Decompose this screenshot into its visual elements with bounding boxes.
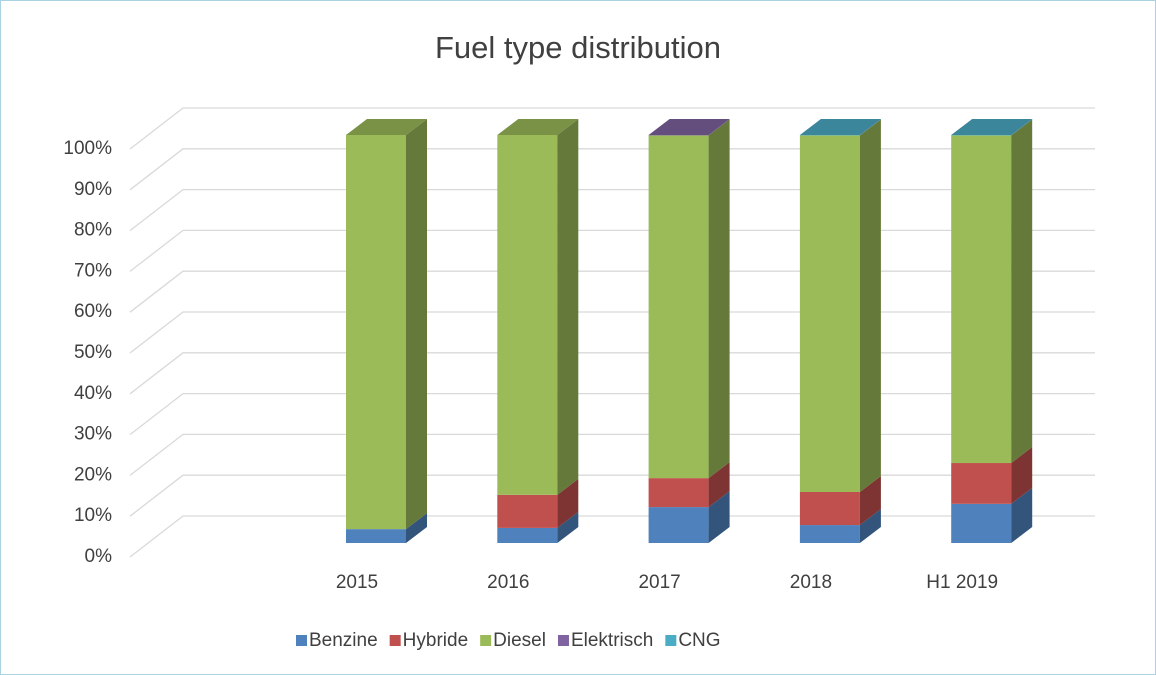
y-tick-label: 40% bbox=[74, 383, 112, 404]
legend-label: Benzine bbox=[309, 630, 378, 651]
y-tick-label: 70% bbox=[74, 260, 112, 281]
y-tick-label: 90% bbox=[74, 179, 112, 200]
bar-segment bbox=[951, 463, 1012, 504]
bar-segment bbox=[497, 135, 558, 495]
x-tick-label: H1 2019 bbox=[926, 572, 998, 593]
grid-line bbox=[129, 352, 1095, 395]
legend-label: CNG bbox=[678, 630, 720, 651]
bar-side bbox=[859, 119, 881, 493]
bar-side bbox=[859, 119, 881, 136]
x-tick-label: 2016 bbox=[487, 572, 529, 593]
bar-segment bbox=[648, 478, 709, 508]
bar-side bbox=[1011, 487, 1033, 543]
grid-line bbox=[129, 311, 1095, 354]
bar-segment bbox=[799, 492, 860, 526]
bar-segment bbox=[346, 135, 406, 530]
bar-segment bbox=[497, 494, 558, 528]
bar-segment bbox=[648, 507, 709, 543]
bar-side bbox=[708, 119, 730, 479]
chart-title: Fuel type distribution bbox=[435, 30, 721, 65]
bar-top bbox=[497, 119, 579, 135]
y-tick-label: 100% bbox=[63, 138, 112, 159]
legend-swatch bbox=[389, 635, 401, 646]
bar-side bbox=[557, 478, 579, 528]
bar-side bbox=[859, 509, 881, 543]
bar-segment bbox=[497, 527, 558, 543]
bar-segment bbox=[951, 503, 1012, 543]
bar-segment bbox=[799, 525, 860, 543]
x-tick-label: 2015 bbox=[336, 572, 378, 593]
grid-line bbox=[129, 392, 1095, 436]
bar-side bbox=[557, 511, 579, 543]
bar-segment bbox=[799, 135, 860, 492]
y-tick-label: 60% bbox=[74, 301, 112, 322]
bar-segment bbox=[951, 135, 1012, 464]
y-tick-label: 10% bbox=[74, 505, 112, 526]
bar-top bbox=[951, 119, 1033, 135]
x-tick-label: 2017 bbox=[638, 572, 680, 593]
legend-swatch bbox=[480, 635, 492, 646]
grid-line bbox=[129, 107, 1095, 150]
bar-side bbox=[708, 119, 730, 136]
legend-swatch bbox=[557, 635, 569, 646]
legend-label: Diesel bbox=[493, 630, 546, 651]
bar-side bbox=[1011, 119, 1033, 136]
bar-segment bbox=[346, 529, 406, 543]
x-tick-label: 2018 bbox=[790, 572, 832, 593]
legend-label: Hybride bbox=[403, 630, 468, 651]
legend-label: Elektrisch bbox=[571, 630, 653, 651]
grid-line bbox=[129, 474, 1095, 517]
legend-swatch bbox=[296, 635, 307, 646]
grid-line bbox=[129, 270, 1095, 313]
y-tick-label: 80% bbox=[74, 220, 112, 241]
bar-side bbox=[406, 119, 427, 530]
bar-side bbox=[859, 476, 881, 526]
bar-side bbox=[1011, 119, 1033, 464]
y-tick-label: 0% bbox=[85, 546, 113, 567]
bar-side bbox=[708, 462, 730, 508]
grid-line bbox=[129, 515, 1095, 558]
y-tick-label: 30% bbox=[74, 424, 112, 445]
bar-top bbox=[346, 119, 427, 135]
y-tick-label: 20% bbox=[74, 464, 112, 485]
grid-line bbox=[129, 148, 1095, 191]
grid-line bbox=[129, 188, 1095, 232]
bar-top bbox=[799, 119, 881, 135]
bar-side bbox=[557, 119, 579, 495]
legend-swatch bbox=[665, 635, 677, 646]
bar-side bbox=[1011, 447, 1033, 504]
bar-top bbox=[648, 119, 730, 135]
grid-line bbox=[129, 229, 1095, 272]
bar-side bbox=[406, 513, 427, 543]
grid-line bbox=[129, 433, 1095, 476]
bar-segment bbox=[648, 135, 709, 479]
y-tick-label: 50% bbox=[74, 342, 112, 363]
bar-side bbox=[708, 491, 730, 543]
